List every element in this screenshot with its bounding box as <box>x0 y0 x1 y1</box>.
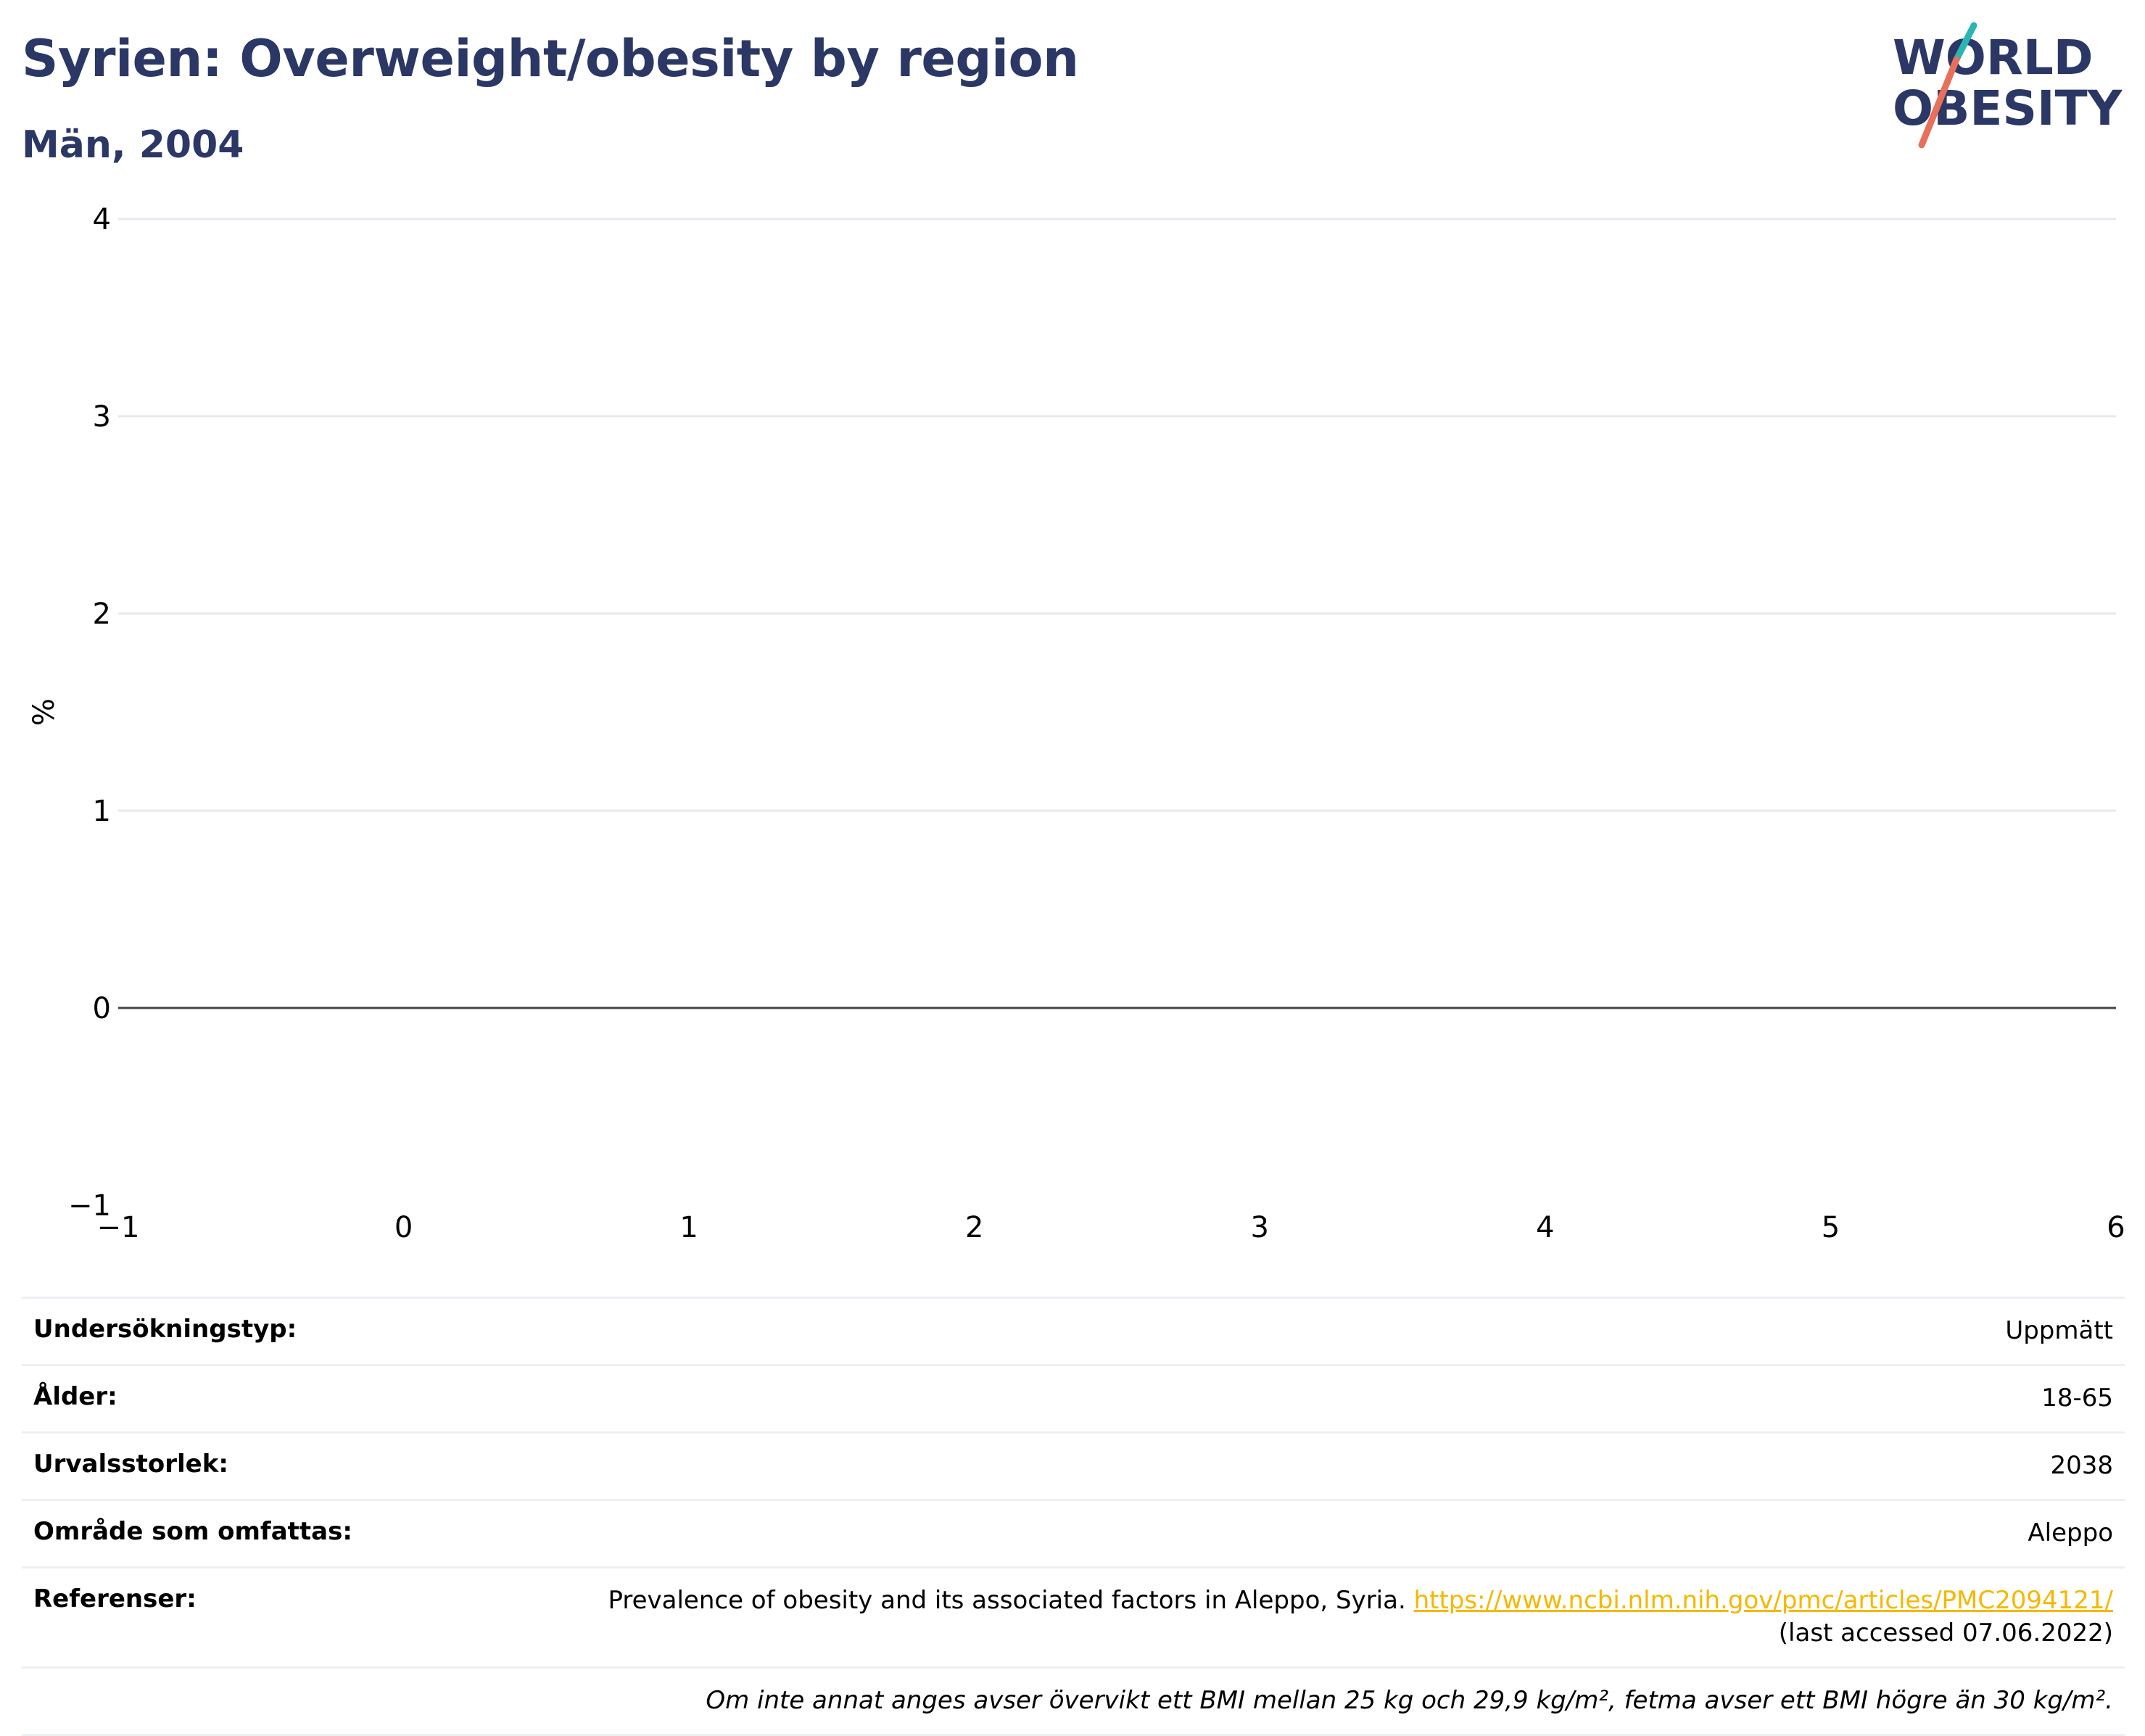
x-tick-label: −1 <box>97 1211 140 1244</box>
info-row-references: Referenser: Prevalence of obesity and its… <box>22 1566 2125 1668</box>
y-axis-label: % <box>28 698 61 726</box>
x-tick-label: 4 <box>1536 1211 1554 1244</box>
info-value: Uppmätt <box>553 1297 2125 1365</box>
y-tick-label: 0 <box>93 992 111 1025</box>
chart-subtitle: Män, 2004 <box>22 123 244 167</box>
x-tick-label: 1 <box>679 1211 698 1244</box>
y-tick-label: 2 <box>93 598 111 631</box>
y-tick-label: 1 <box>93 795 111 828</box>
info-value: 18-65 <box>553 1363 2125 1433</box>
survey-info-table: Undersökningstyp: Uppmätt Ålder: 18-65 Urval… <box>22 1297 2125 1736</box>
logo-slash-bottom <box>1918 56 1960 149</box>
x-tick-label: 3 <box>1251 1211 1269 1244</box>
info-row: Undersökningstyp: Uppmätt <box>22 1297 2125 1365</box>
info-key: Referenser: <box>22 1566 553 1668</box>
reference-value: Prevalence of obesity and its associated… <box>553 1566 2125 1668</box>
bar-chart: −1 0 1 2 3 4 −1 0 1 2 3 4 5 6 % <box>28 203 2125 1244</box>
y-tick-label: 3 <box>93 400 111 434</box>
info-row: Urvalsstorlek: 2038 <box>22 1431 2125 1500</box>
chart-title: Syrien: Overweight/obesity by region <box>22 29 1079 88</box>
reference-accessed: (last accessed 07.06.2022) <box>1778 1619 2113 1648</box>
logo-slash-top <box>1953 22 1977 63</box>
x-tick-label: 0 <box>394 1211 413 1244</box>
info-value: Aleppo <box>553 1498 2125 1568</box>
y-tick-label: −1 <box>68 1189 111 1223</box>
reference-link[interactable]: https://www.ncbi.nlm.nih.gov/pmc/article… <box>1413 1585 2113 1615</box>
y-tick-label: 4 <box>93 203 111 236</box>
reference-text: Prevalence of obesity and its associated… <box>608 1585 1414 1615</box>
info-key: Undersökningstyp: <box>22 1297 553 1365</box>
info-key: Ålder: <box>22 1363 553 1433</box>
x-tick-label: 5 <box>1822 1211 1840 1244</box>
info-value: 2038 <box>553 1431 2125 1500</box>
x-tick-label: 2 <box>965 1211 983 1244</box>
logo-line-world: WORLD <box>1893 30 2094 86</box>
info-row: Ålder: 18-65 <box>22 1363 2125 1433</box>
axes: −1 0 1 2 3 4 −1 0 1 2 3 4 5 6 <box>68 203 2125 1244</box>
info-key: Urvalsstorlek: <box>22 1431 553 1500</box>
info-key: Område som omfattas: <box>22 1498 553 1568</box>
grid-lines <box>118 218 2116 812</box>
x-tick-label: 6 <box>2107 1211 2125 1244</box>
world-obesity-logo: WORLD OBESITY <box>1893 22 2123 149</box>
info-row: Område som omfattas: Aleppo <box>22 1498 2125 1568</box>
